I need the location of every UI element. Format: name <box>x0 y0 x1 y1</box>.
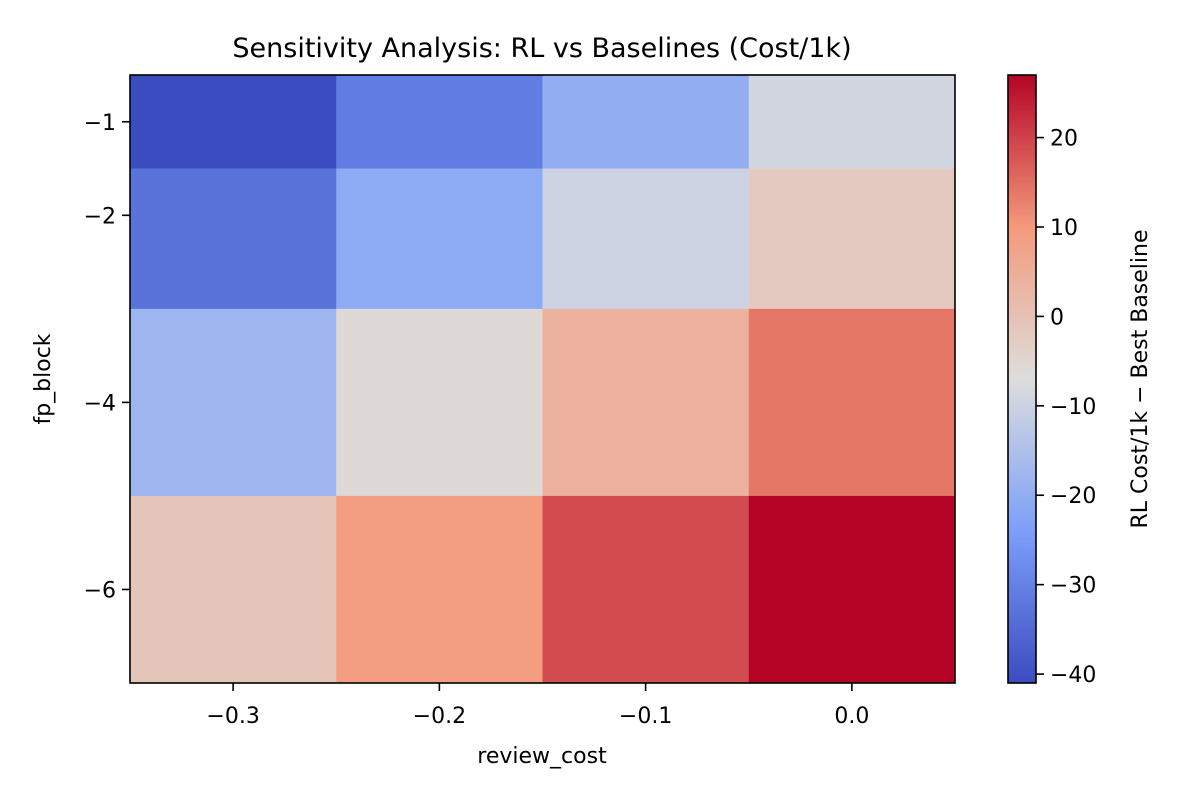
heatmap-cell <box>748 75 956 170</box>
heatmap-cell <box>748 168 956 310</box>
heatmap-cell <box>130 495 337 684</box>
heatmap-cell <box>542 308 750 497</box>
colorbar-tick-label: 10 <box>1050 216 1078 241</box>
x-tick-label: −0.2 <box>413 704 466 729</box>
chart-title: Sensitivity Analysis: RL vs Baselines (C… <box>232 33 851 64</box>
heatmap-cell <box>542 75 750 170</box>
heatmap-cell <box>336 495 543 684</box>
colorbar-tick-label: −10 <box>1050 395 1096 420</box>
colorbar-tick-label: −40 <box>1050 663 1096 688</box>
x-tick-label: −0.1 <box>619 704 672 729</box>
heatmap-cell <box>130 75 337 170</box>
heatmap-cell <box>748 308 956 497</box>
y-axis-label: fp_block <box>31 333 56 424</box>
colorbar-label: RL Cost/1k − Best Baseline <box>1128 230 1153 529</box>
colorbar-tick-label: 0 <box>1050 305 1064 330</box>
y-tick-label: −6 <box>84 578 116 603</box>
y-tick-label: −2 <box>84 204 116 229</box>
plot-frame <box>129 74 956 684</box>
heatmap-cell <box>336 308 543 497</box>
colorbar-tick-label: 20 <box>1050 127 1078 152</box>
x-tick-label: 0.0 <box>834 704 869 729</box>
y-tick-label: −4 <box>84 391 116 416</box>
x-tick-label: −0.3 <box>206 704 259 729</box>
heatmap-cell <box>336 75 543 170</box>
heatmap-cell <box>542 495 750 684</box>
heatmap-cell <box>542 168 750 310</box>
heatmap-cell <box>748 495 956 684</box>
x-axis-label: review_cost <box>477 744 607 769</box>
colorbar-tick-label: −30 <box>1050 574 1096 599</box>
heatmap-cell <box>336 168 543 310</box>
heatmap-cell <box>130 308 337 497</box>
y-tick-label: −1 <box>84 111 116 136</box>
colorbar <box>1007 74 1037 684</box>
heatmap-cell <box>130 168 337 310</box>
colorbar-tick-label: −20 <box>1050 484 1096 509</box>
